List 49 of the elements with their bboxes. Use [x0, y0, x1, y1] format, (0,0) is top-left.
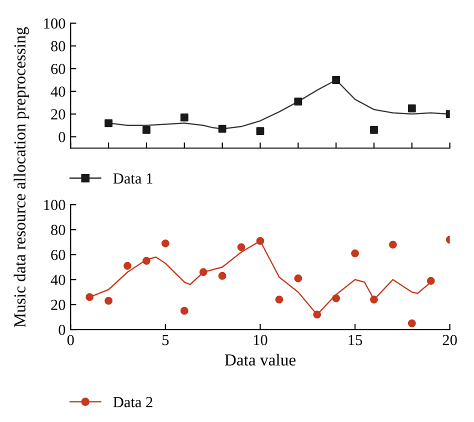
point — [388, 240, 397, 249]
y-tick-label: 0 — [58, 132, 66, 142]
y-tick-label: 20 — [51, 300, 66, 310]
point — [199, 268, 208, 276]
point — [426, 276, 435, 285]
legend-label: Data 1 — [113, 173, 152, 184]
point — [370, 126, 378, 134]
point — [294, 274, 302, 282]
point — [218, 272, 226, 280]
legend-label: Data 2 — [113, 397, 152, 408]
point — [124, 262, 132, 270]
y-tick-label: 80 — [51, 41, 66, 52]
point — [294, 98, 302, 106]
point — [104, 296, 112, 305]
point — [256, 236, 264, 245]
point — [370, 296, 378, 304]
y-axis-title: Music data resource allocation preprocessing — [14, 27, 29, 328]
point — [408, 319, 416, 328]
point — [256, 127, 264, 136]
x-tick-label: 20 — [442, 334, 457, 346]
x-axis-title: Data value — [224, 354, 296, 366]
point — [332, 76, 340, 84]
point — [104, 119, 112, 128]
point — [180, 114, 188, 122]
point — [142, 126, 150, 134]
point — [86, 293, 94, 302]
y-tick-label: 100 — [44, 18, 66, 29]
y-tick-label: 80 — [51, 224, 66, 236]
x-tick-label: 0 — [67, 334, 74, 346]
y-tick-label: 40 — [50, 274, 66, 286]
y-tick-label: 100 — [44, 200, 66, 210]
point — [275, 296, 284, 304]
x-tick-label: 10 — [254, 334, 268, 346]
x-tick-label: 5 — [162, 335, 169, 346]
y-tick-label: 60 — [51, 250, 66, 260]
point — [351, 249, 359, 258]
y-tick-label: 0 — [58, 324, 66, 336]
y-tick-label: 20 — [51, 109, 66, 120]
point — [237, 243, 246, 252]
point — [142, 256, 150, 265]
point — [180, 306, 188, 315]
point — [408, 104, 416, 112]
point — [332, 294, 340, 302]
point — [218, 124, 226, 133]
y-tick-label: 60 — [51, 64, 66, 74]
point — [161, 239, 170, 248]
x-tick-label: 15 — [348, 334, 362, 346]
y-tick-label: 40 — [50, 86, 66, 97]
point — [313, 310, 322, 319]
